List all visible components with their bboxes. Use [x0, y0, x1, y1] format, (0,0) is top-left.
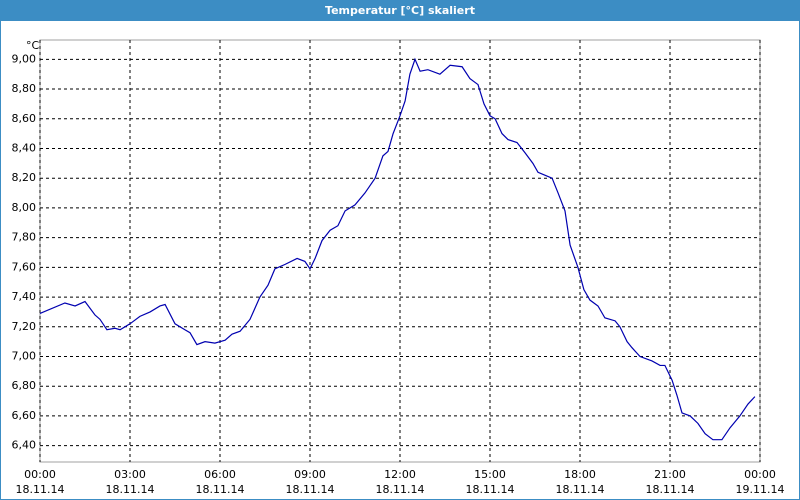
temperature-line	[39, 57, 756, 441]
y-tick-label: 8,60	[12, 112, 37, 125]
x-tick-label: 00:00	[744, 468, 776, 481]
y-tick-label: 6,60	[12, 409, 37, 422]
x-tick-date: 19.11.14	[736, 483, 785, 496]
y-tick-label: 8,00	[12, 201, 37, 214]
x-tick-date: 18.11.14	[196, 483, 245, 496]
y-tick-label: 7,40	[12, 290, 37, 303]
x-tick-label: 15:00	[474, 468, 506, 481]
x-tick-date: 18.11.14	[646, 483, 695, 496]
y-tick-label: 8,40	[12, 141, 37, 154]
x-tick-label: 09:00	[294, 468, 326, 481]
x-tick-date: 18.11.14	[376, 483, 425, 496]
x-tick-label: 06:00	[204, 468, 236, 481]
y-tick-label: 6,40	[12, 439, 37, 452]
x-tick-date: 18.11.14	[286, 483, 335, 496]
y-tick-label: 7,80	[12, 231, 37, 244]
x-tick-date: 18.11.14	[106, 483, 155, 496]
x-tick-label: 12:00	[384, 468, 416, 481]
x-tick-date: 18.11.14	[466, 483, 515, 496]
y-tick-label: 7,20	[12, 320, 37, 333]
y-tick-label: 7,00	[12, 350, 37, 363]
x-tick-label: 03:00	[114, 468, 146, 481]
y-unit: °C	[26, 39, 40, 52]
y-tick-label: 9,00	[12, 52, 37, 65]
y-tick-label: 8,80	[12, 82, 37, 95]
x-tick-date: 18.11.14	[16, 483, 65, 496]
x-tick-date: 18.11.14	[556, 483, 605, 496]
x-tick-label: 21:00	[654, 468, 686, 481]
y-tick-label: 7,60	[12, 260, 37, 273]
x-tick-label: 00:00	[24, 468, 56, 481]
title-bar	[0, 0, 800, 21]
chart-title: Temperatur [°C] skaliert	[325, 4, 475, 17]
y-tick-label: 8,20	[12, 171, 37, 184]
x-tick-label: 18:00	[564, 468, 596, 481]
y-tick-label: 6,80	[12, 379, 37, 392]
